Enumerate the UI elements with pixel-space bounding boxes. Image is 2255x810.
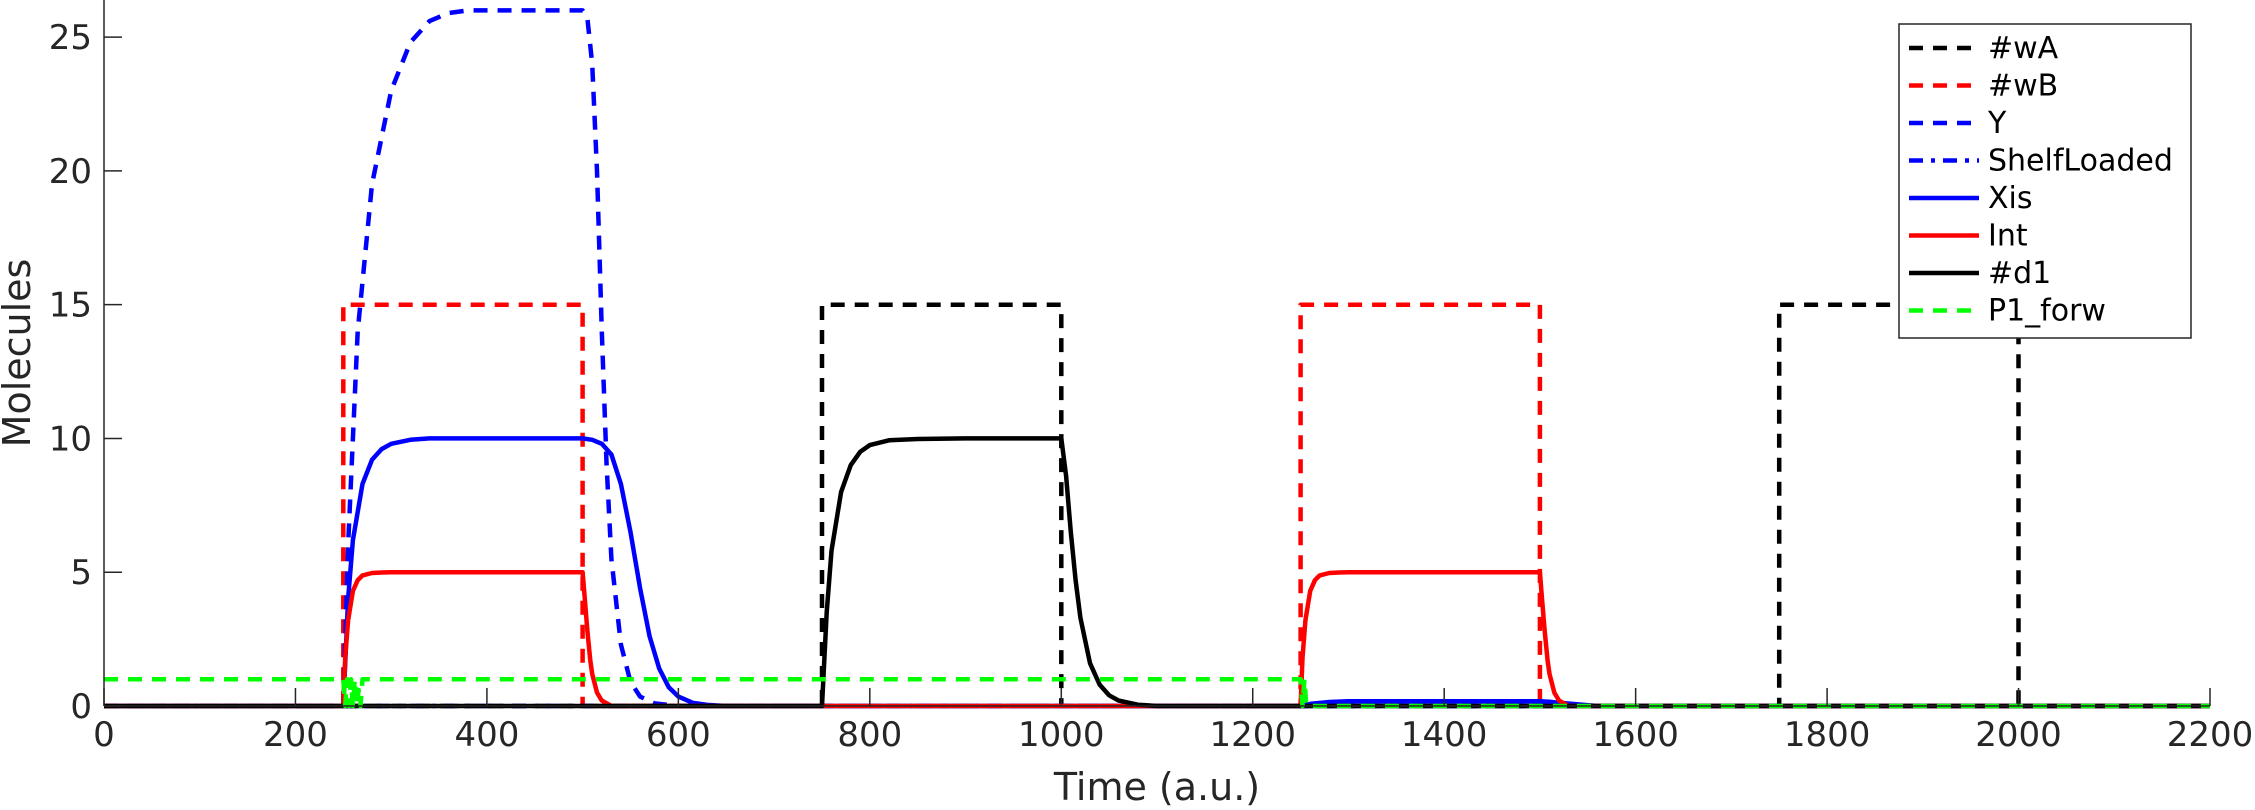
legend-label: #wA bbox=[1988, 31, 2059, 66]
legend-label: ShelfLoaded bbox=[1988, 144, 2173, 179]
y-tick-layer: 0 5 10 15 20 25 bbox=[49, 18, 122, 727]
legend-label: P1_forw bbox=[1988, 294, 2106, 329]
x-tick-label: 400 bbox=[454, 715, 519, 755]
legend-label: Y bbox=[1987, 106, 2007, 141]
x-axis-label: Time (a.u.) bbox=[1053, 765, 1260, 809]
x-tick-label: 1200 bbox=[1209, 715, 1296, 755]
x-tick-label: 1600 bbox=[1592, 715, 1679, 755]
series-line-p1forw bbox=[104, 676, 2210, 709]
x-tick-label: 2000 bbox=[1975, 715, 2062, 755]
x-tick-label: 2200 bbox=[2167, 715, 2254, 755]
y-tick-label: 10 bbox=[49, 419, 92, 459]
legend-label: #d1 bbox=[1988, 256, 2051, 291]
plot-area: 0 200 400 600 800 1000 1200 1400 1600 1800 2000 220… bbox=[49, 0, 2253, 755]
series-line-xis bbox=[104, 436, 2210, 709]
x-tick-label: 1400 bbox=[1401, 715, 1488, 755]
y-tick-label: 15 bbox=[49, 286, 92, 326]
legend-box bbox=[1898, 23, 2192, 339]
x-tick-label: 1000 bbox=[1018, 715, 1105, 755]
y-tick-label: 0 bbox=[70, 687, 92, 727]
series-line-d1 bbox=[104, 436, 2210, 709]
x-tick-label: 1800 bbox=[1784, 715, 1871, 755]
y-tick-label: 5 bbox=[70, 553, 92, 593]
series-line-y bbox=[104, 8, 2210, 709]
legend-label: Int bbox=[1988, 219, 2028, 254]
y-tick-label: 20 bbox=[49, 152, 92, 192]
x-tick-label: 0 bbox=[93, 715, 115, 755]
x-tick-layer: 0 200 400 600 800 1000 1200 1400 1600 1800 2000 220… bbox=[93, 688, 2253, 755]
x-tick-label: 800 bbox=[837, 715, 902, 755]
x-tick-label: 200 bbox=[263, 715, 328, 755]
y-axis-label: Molecules bbox=[0, 259, 39, 448]
y-tick-label: 25 bbox=[49, 18, 92, 58]
legend-label: Xis bbox=[1988, 181, 2033, 216]
x-tick-label: 600 bbox=[646, 715, 711, 755]
legend-label: #wB bbox=[1988, 69, 2058, 104]
plot-area-background bbox=[104, 0, 2210, 706]
